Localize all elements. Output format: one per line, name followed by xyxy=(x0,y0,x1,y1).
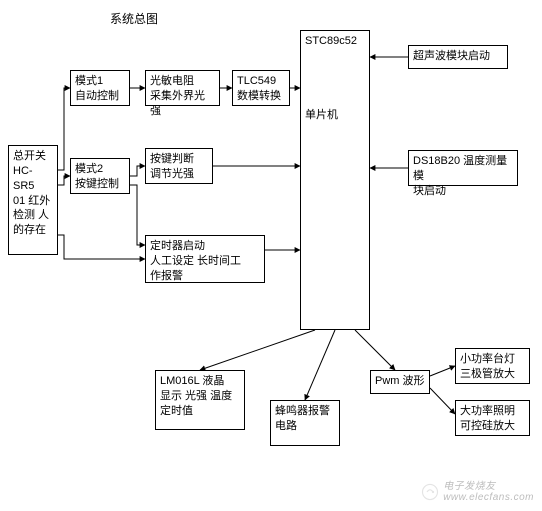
node-photoresistor: 光敏电阻 采集外界光强 xyxy=(145,70,220,106)
node-pwm: Pwm 波形 xyxy=(370,370,430,394)
node-tlc549: TLC549 数模转换 xyxy=(232,70,290,106)
watermark-text: 电子发烧友 www.elecfans.com xyxy=(443,481,534,503)
node-mode1: 模式1 自动控制 xyxy=(70,70,130,106)
watermark: 电子发烧友 www.elecfans.com xyxy=(421,481,534,503)
node-buzzer: 蜂鸣器报警 电路 xyxy=(270,400,340,446)
node-main-switch: 总开关 HC-SR5 01 红外 检测 人 的存在 xyxy=(8,145,58,255)
node-key-adjust: 按键判断 调节光强 xyxy=(145,148,213,184)
diagram-title: 系统总图 xyxy=(110,10,158,27)
logo-icon xyxy=(421,483,439,501)
node-timer: 定时器启动 人工设定 长时间工 作报警 xyxy=(145,235,265,283)
node-high-power: 大功率照明 可控硅放大 xyxy=(455,400,530,436)
node-mcu-stc89c52: STC89c52 单片机 xyxy=(300,30,370,330)
node-lcd-lm016l: LM016L 液晶 显示 光强 温度 定时值 xyxy=(155,370,245,430)
node-small-lamp: 小功率台灯 三极管放大 xyxy=(455,348,530,384)
node-mode2: 模式2 按键控制 xyxy=(70,158,130,194)
node-ds18b20: DS18B20 温度测量模 块启动 xyxy=(408,150,518,186)
node-ultrasonic: 超声波模块启动 xyxy=(408,45,508,69)
